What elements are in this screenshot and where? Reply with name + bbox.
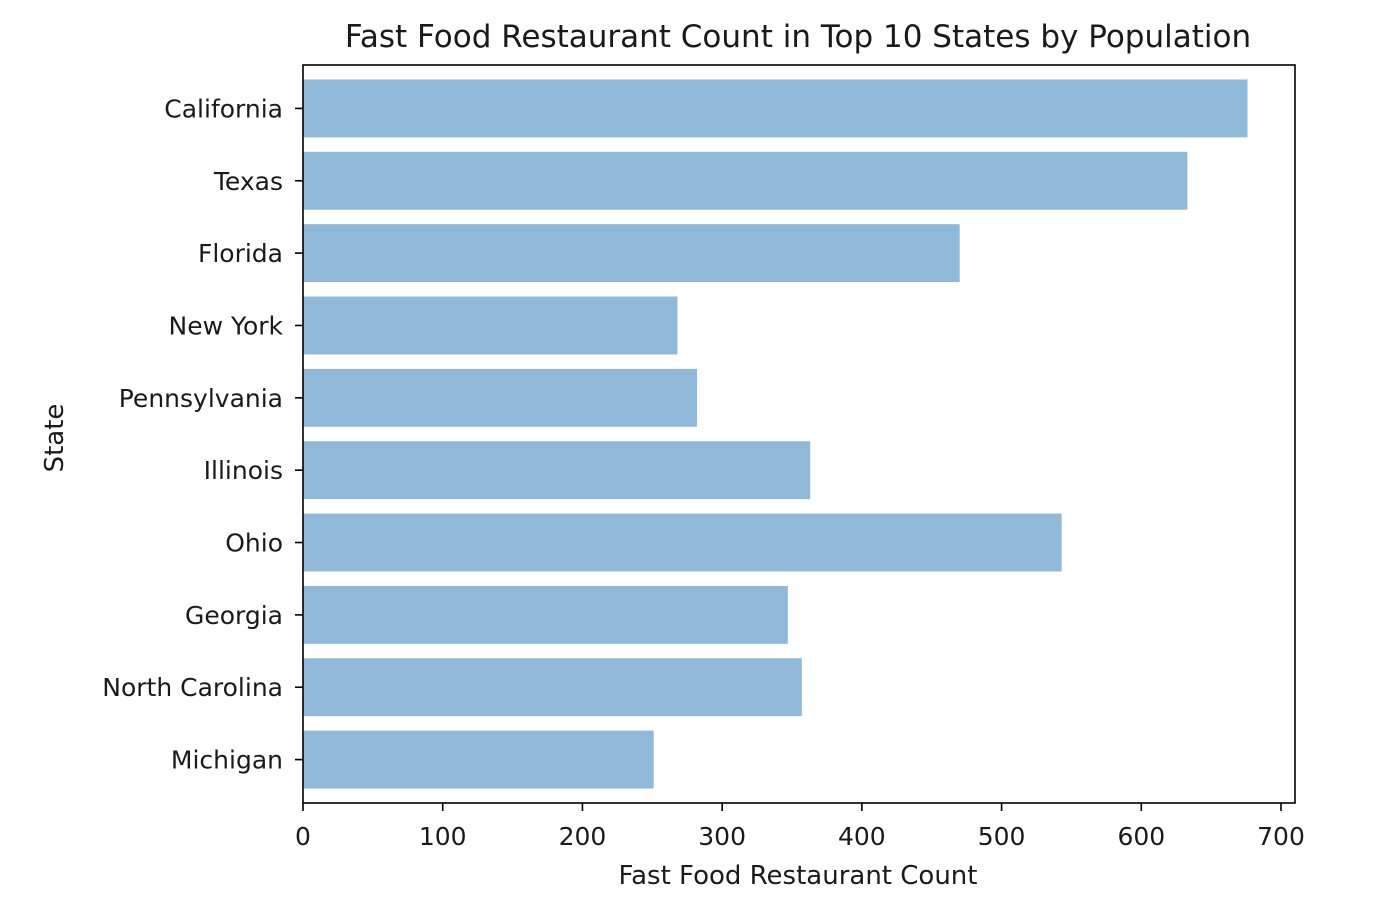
- x-tick-label-500: 500: [978, 822, 1026, 851]
- y-tick-label-north-carolina: North Carolina: [102, 673, 283, 702]
- plot-frame: [302, 64, 1296, 804]
- y-tick-label-ohio: Ohio: [225, 529, 283, 558]
- y-tick-label-texas: Texas: [213, 167, 283, 196]
- x-tick-label-0: 0: [295, 822, 311, 851]
- x-tick-label-400: 400: [838, 822, 886, 851]
- bar-illinois: [303, 441, 811, 500]
- bar-north-carolina: [303, 658, 802, 717]
- chart-title: Fast Food Restaurant Count in Top 10 Sta…: [345, 19, 1251, 55]
- x-tick-label-600: 600: [1117, 822, 1165, 851]
- y-tick-label-florida: Florida: [198, 239, 283, 268]
- bar-california: [303, 79, 1248, 138]
- bar-ohio: [303, 513, 1062, 572]
- y-tick-label-illinois: Illinois: [204, 456, 283, 485]
- x-axis-label: Fast Food Restaurant Count: [619, 861, 978, 891]
- y-tick-label-pennsylvania: Pennsylvania: [119, 384, 283, 413]
- axes-layer: California Texas Florida New York Pennsylvan…: [102, 64, 1305, 851]
- bar-michigan: [303, 730, 654, 789]
- x-tick-label-100: 100: [419, 822, 467, 851]
- bar-pennsylvania: [303, 368, 698, 427]
- bar-georgia: [303, 585, 788, 644]
- bar-florida: [303, 224, 960, 283]
- x-tick-label-200: 200: [559, 822, 607, 851]
- bar-new-york: [303, 296, 678, 355]
- bar-texas: [303, 151, 1188, 210]
- y-tick-label-georgia: Georgia: [185, 601, 283, 630]
- y-tick-label-california: California: [164, 94, 283, 123]
- x-tick-label-700: 700: [1257, 822, 1305, 851]
- y-axis-label: State: [40, 404, 70, 473]
- y-tick-label-michigan: Michigan: [171, 746, 283, 775]
- y-tick-label-new-york: New York: [169, 311, 284, 340]
- bars-layer: [303, 79, 1248, 789]
- x-tick-label-300: 300: [698, 822, 746, 851]
